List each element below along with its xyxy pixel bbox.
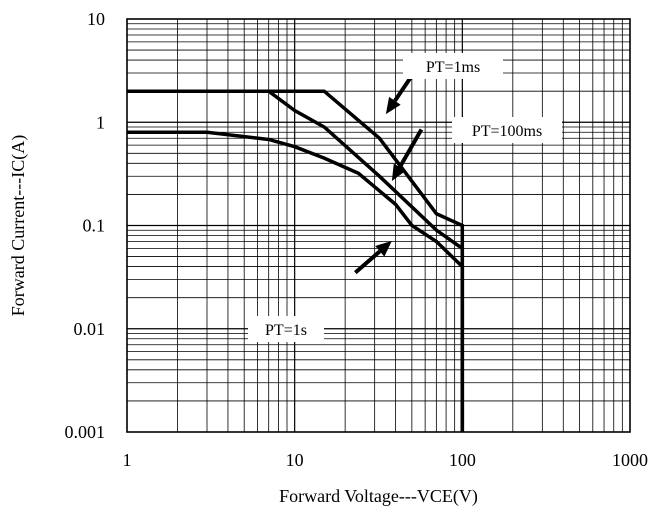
annotation-box-pt-100ms (452, 117, 562, 143)
chart-annotations: PT=1ms PT=100ms PT=1s (248, 53, 562, 342)
annotation-arrow-pt-1s (354, 249, 382, 275)
y-tick-label: 1 (96, 112, 105, 132)
annotation-arrowhead-pt-1s (375, 240, 392, 257)
tick-labels: 1 10 100 1000 0.001 0.01 0.1 1 10 (65, 9, 649, 470)
annotation-arrow-pt-100ms (398, 128, 424, 169)
x-tick-label: 10 (286, 450, 304, 470)
x-tick-label: 100 (449, 450, 476, 470)
y-axis-title: Forward Current---IC(A) (8, 135, 29, 316)
y-tick-label: 0.1 (83, 216, 106, 236)
x-axis-title: Forward Voltage---VCE(V) (279, 486, 478, 507)
y-tick-label: 10 (87, 9, 105, 29)
annotation-arrowhead-pt-100ms (391, 163, 406, 181)
chart-grid (127, 19, 630, 432)
annotation-label-pt-1s: PT=1s (265, 322, 307, 339)
x-tick-label: 1000 (612, 450, 648, 470)
annotation-arrowhead-pt-1ms (385, 96, 401, 115)
plot-frame (126, 18, 631, 433)
annotation-box-pt-1ms (403, 53, 503, 79)
annotation-label-pt-1ms: PT=1ms (426, 59, 480, 76)
series-line-pt-100ms (127, 89, 465, 432)
x-tick-label: 1 (123, 450, 132, 470)
y-tick-label: 0.01 (74, 319, 106, 339)
annotation-label-pt-100ms: PT=100ms (472, 123, 542, 140)
chart-series (127, 89, 465, 432)
annotation-box-pt-1s (248, 316, 324, 342)
series-line-pt-1s (127, 130, 465, 432)
y-tick-label: 0.001 (65, 422, 106, 442)
